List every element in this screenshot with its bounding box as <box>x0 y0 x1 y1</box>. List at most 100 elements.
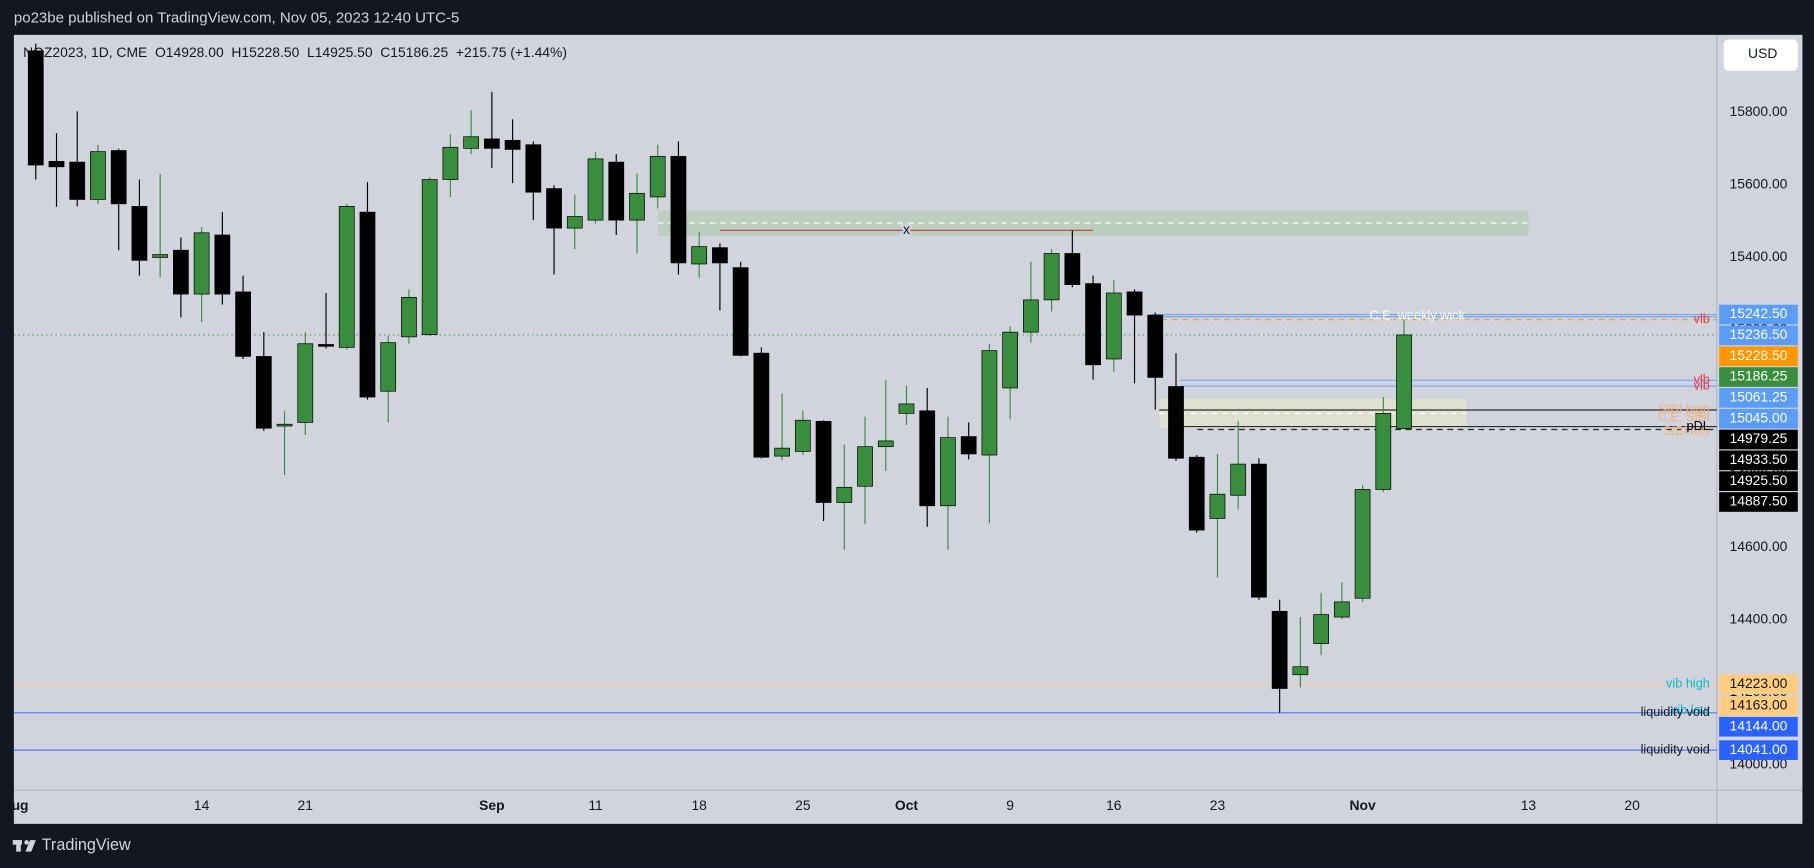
candle-body <box>1375 413 1392 490</box>
candle-body <box>712 247 728 264</box>
y-tick-label: 15800.00 <box>1730 103 1788 119</box>
candle-body <box>1002 331 1019 389</box>
price-label: 14163.00 <box>1730 697 1788 713</box>
x-tick-label: Nov <box>1349 797 1375 813</box>
candle-body <box>193 232 210 295</box>
candle-body <box>1168 386 1184 459</box>
candle-body <box>1230 463 1247 496</box>
price-label: 14223.00 <box>1730 675 1788 691</box>
candle-body <box>546 188 562 229</box>
price-label: 14933.50 <box>1730 451 1788 467</box>
logo-part <box>25 840 36 852</box>
candle-body <box>1271 610 1288 689</box>
candle-body <box>401 296 417 338</box>
candle-body <box>732 267 749 356</box>
candle-body <box>173 249 189 295</box>
level-text: pDL <box>1687 418 1710 433</box>
candle-body <box>940 437 956 507</box>
x-tick-label: Oct <box>895 797 919 813</box>
logo <box>12 840 36 852</box>
footer-brand: TradingView <box>42 836 131 854</box>
candle-body <box>110 150 127 205</box>
marker-label: x <box>903 221 910 237</box>
candle-body <box>566 216 583 229</box>
zone <box>657 210 1529 236</box>
candle-body <box>504 140 521 150</box>
candle-body <box>753 352 770 458</box>
level-text: liquidity void <box>1641 741 1710 756</box>
candle-body <box>338 206 355 348</box>
x-tick-label: 16 <box>1106 797 1122 813</box>
candle-body <box>670 155 687 264</box>
level-text: vlb <box>1694 372 1710 387</box>
annotation: SIBI low <box>1663 423 1710 438</box>
symbol: NQZ2023, 1D, CME <box>23 44 147 60</box>
x-tick-label: 14 <box>194 797 210 813</box>
candle-body <box>1147 314 1164 378</box>
level-text: liquidity void <box>1641 704 1710 719</box>
price-label-box <box>1719 696 1798 716</box>
x-tick-label: 18 <box>691 797 707 813</box>
candle-body <box>525 144 542 193</box>
candle-body <box>608 161 625 221</box>
candle-body <box>27 50 44 166</box>
candle-body <box>898 403 915 414</box>
price-label: 15228.50 <box>1730 347 1788 363</box>
price-label: 14041.00 <box>1730 741 1788 757</box>
candle-body <box>587 158 604 221</box>
price-label: 14144.00 <box>1730 717 1788 733</box>
price-label: 15186.25 <box>1730 368 1788 384</box>
x-tick-label: 23 <box>1210 797 1226 813</box>
level-text: vib low <box>1671 702 1711 717</box>
y-tick-label: 15600.00 <box>1730 176 1788 192</box>
candle-body <box>1023 299 1039 333</box>
candle-body <box>1209 493 1226 519</box>
price-label: 15236.50 <box>1730 326 1788 342</box>
annotation: C.E. weekly wick <box>1369 308 1465 323</box>
price-label: 14925.50 <box>1730 472 1788 488</box>
candle-body <box>90 151 106 200</box>
candle-body <box>359 211 376 398</box>
x-tick-label: Sep <box>479 797 504 813</box>
candle-body <box>836 486 853 503</box>
price-label-box <box>1719 304 1798 325</box>
x-tick-label: 11 <box>588 797 603 813</box>
currency[interactable]: USD <box>1748 45 1777 61</box>
candle-body <box>1333 601 1350 618</box>
currency-button[interactable] <box>1723 39 1798 71</box>
candle-body <box>1126 291 1143 316</box>
candle-body <box>235 291 251 357</box>
candle-body <box>483 138 500 149</box>
candle-body <box>981 350 998 456</box>
candle-body <box>919 410 936 507</box>
candle-body <box>255 356 272 429</box>
price-label: 15045.00 <box>1730 409 1788 425</box>
price-label-box <box>1719 740 1798 760</box>
level-text: vlb <box>1694 378 1710 393</box>
candle-body <box>463 136 479 149</box>
candle-body <box>857 446 873 487</box>
candle-body <box>276 423 293 427</box>
candle-body <box>629 192 645 221</box>
price-label-box <box>1719 492 1798 512</box>
price-label-box <box>1719 367 1798 387</box>
candle-body <box>421 179 438 336</box>
candle-body <box>131 206 148 261</box>
candle-body <box>691 246 708 265</box>
publish-header: po23be published on TradingView.com, Nov… <box>14 10 459 27</box>
candle-body <box>1043 253 1060 301</box>
price-label-box <box>1719 429 1798 450</box>
candle-body <box>815 420 832 503</box>
price-scale: Aug 14 21 Sep 11 18 25 Oct 9 16 23 Nov 13 2014000.001… <box>2 103 1798 813</box>
level-text: SIBI high <box>1658 401 1710 416</box>
candle-body <box>297 343 314 423</box>
candle-body <box>1396 334 1412 429</box>
annotation: C.E. SIBI <box>1658 409 1710 424</box>
candle-body <box>1354 489 1371 599</box>
x-tick-label: Aug <box>2 797 29 813</box>
y-tick-label: 14400.00 <box>1730 611 1788 627</box>
candle-body <box>380 342 397 392</box>
